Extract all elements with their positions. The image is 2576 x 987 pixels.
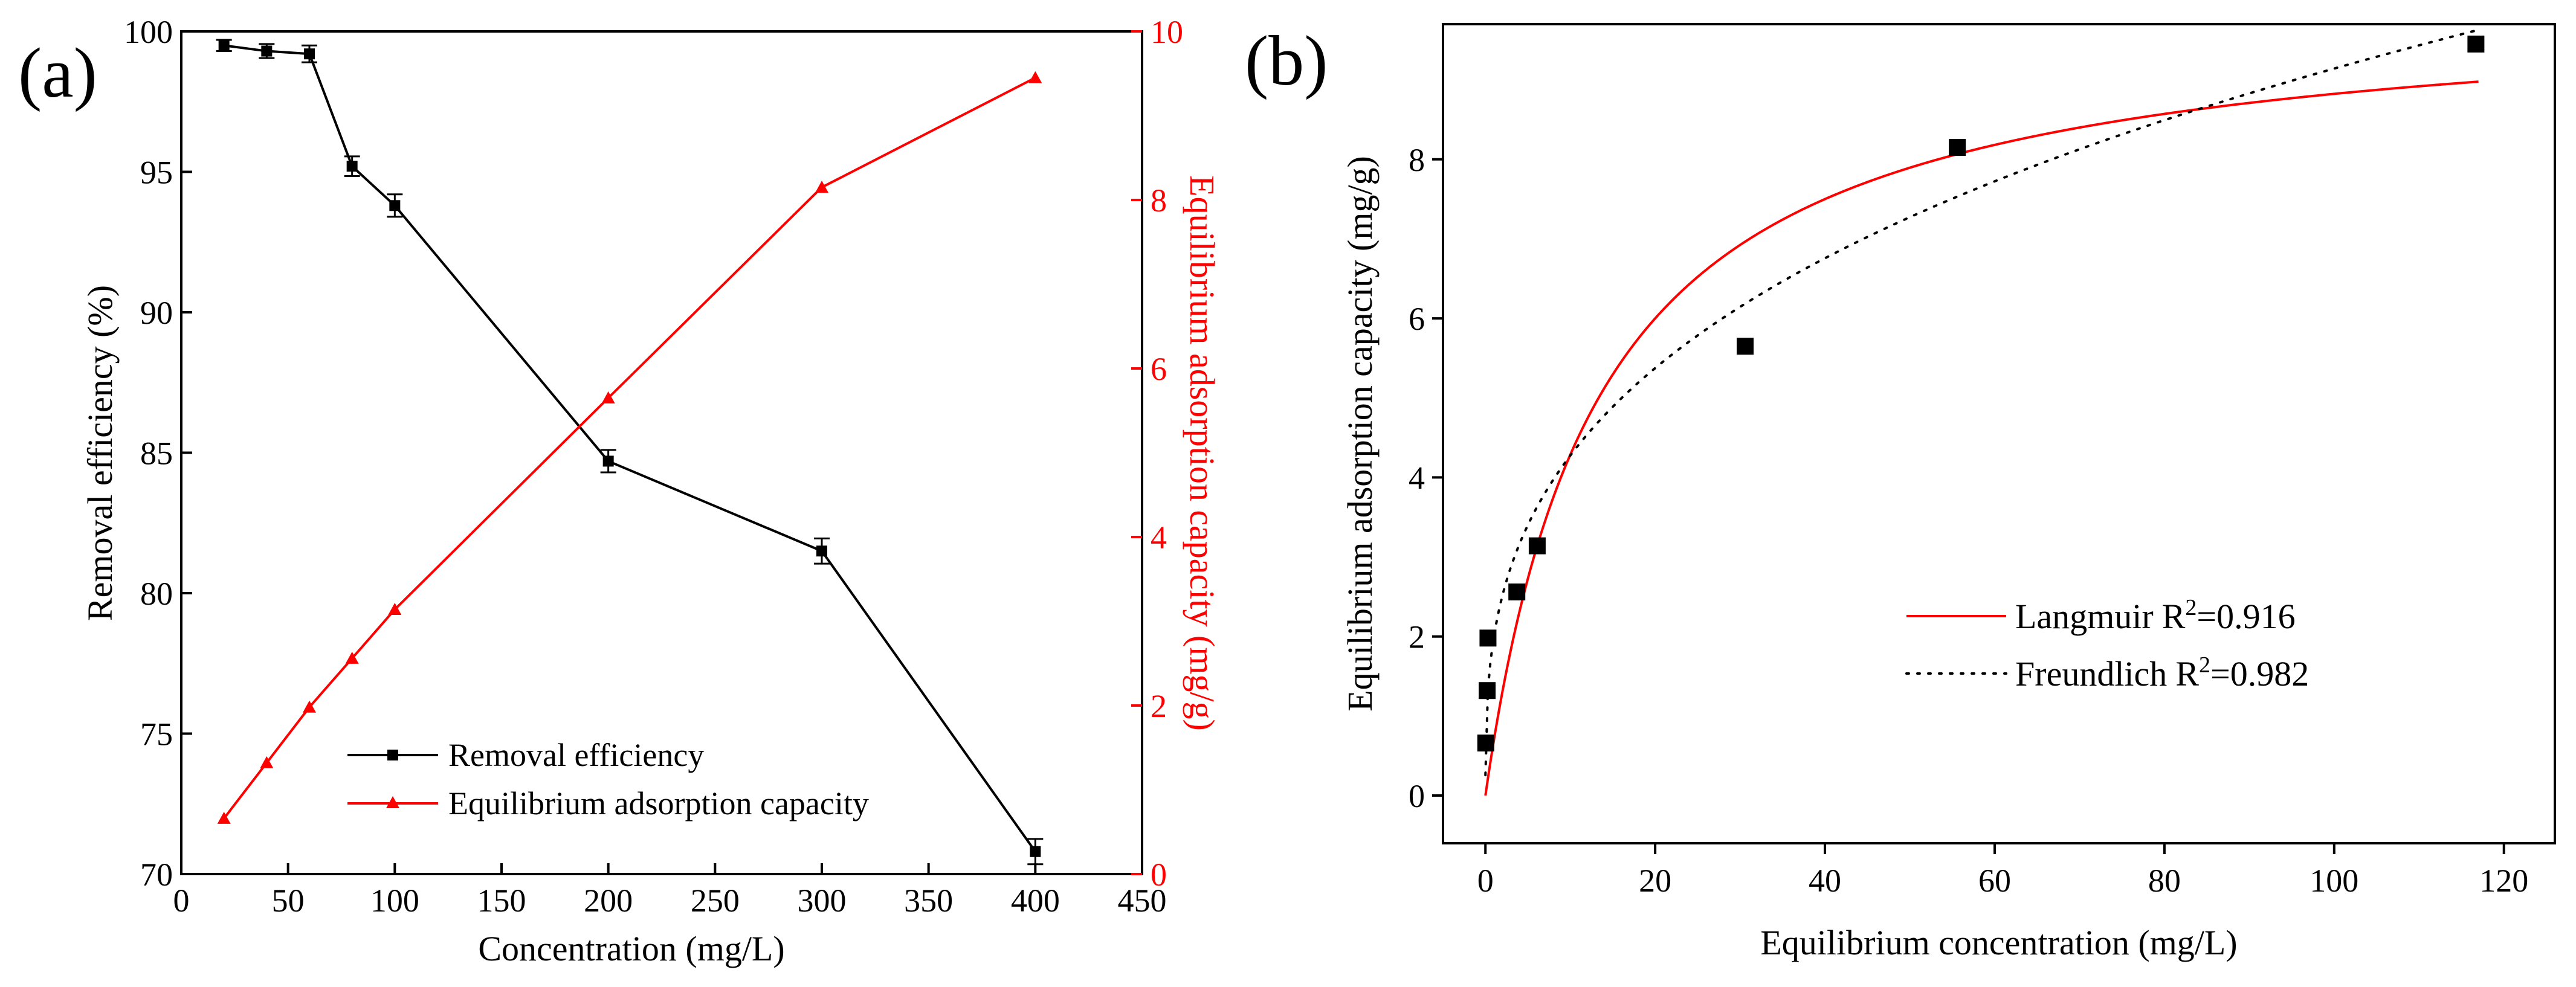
chart-a: 0 50 100 150 200 250 300 350 400 450 707580859095… (80, 14, 1222, 968)
freundlich-fit-curve (1484, 28, 2480, 777)
a-ytick-right-label: 4 (1151, 519, 1167, 556)
isotherm-point (1479, 629, 1497, 647)
chart-b-ylabel: Equilibrium adsorption capacity (mg/g) (1340, 156, 1380, 712)
legend-freundlich-sup: 2 (2199, 652, 2210, 678)
adsorption-capacity-point (1028, 71, 1042, 83)
adsorption-capacity-point (345, 651, 359, 664)
removal-efficiency-point (1030, 846, 1041, 857)
removal-efficiency-point (304, 48, 315, 60)
a-xtick-label: 50 (272, 883, 305, 919)
isotherm-point (1479, 682, 1496, 699)
chart-b: 0 20 40 60 80 100 120 0 2 4 6 8 Equilibrium concen… (1340, 23, 2556, 962)
b-xtick-label: 40 (1809, 863, 1841, 899)
chart-a-ylabel-left: Removal efficiency (%) (80, 285, 120, 621)
adsorption-capacity-point (260, 756, 274, 768)
a-ytick-left-label: 80 (140, 576, 173, 612)
adsorption-capacity-point (217, 811, 231, 824)
isotherm-point (1508, 583, 1526, 600)
removal-efficiency-line (224, 44, 1036, 852)
removal-efficiency-point (816, 545, 827, 557)
legend-removal-marker (387, 750, 398, 760)
a-xtick-label: 100 (370, 883, 419, 919)
isotherm-point (2467, 35, 2485, 53)
b-xtick-label: 0 (1477, 863, 1494, 899)
isotherm-point (1528, 537, 1546, 555)
panel-label-b: (b) (1245, 21, 1328, 100)
adsorption-capacity-point (601, 391, 615, 403)
removal-efficiency-point (346, 161, 358, 172)
chart-b-xlabel: Equilibrium concentration (mg/L) (1760, 923, 2237, 962)
a-xtick-label: 0 (173, 883, 190, 919)
a-ytick-right-label: 10 (1151, 14, 1183, 50)
a-xtick-label: 150 (477, 883, 526, 919)
adsorption-capacity-point (388, 602, 402, 615)
a-xtick-label: 200 (584, 883, 633, 919)
legend-langmuir-label: Langmuir R2=0.916 (2015, 595, 2296, 636)
b-xtick-label: 120 (2479, 863, 2528, 899)
adsorption-capacity-point (303, 700, 316, 713)
a-xtick-label: 450 (1118, 883, 1167, 919)
chart-b-frame (1442, 23, 2556, 844)
removal-efficiency-point (218, 40, 230, 51)
a-ytick-right-label: 0 (1151, 857, 1167, 893)
langmuir-fit-curve (1484, 80, 2479, 796)
chart-a-legend: Removal efficiency Equilibrium adsorptio… (347, 737, 869, 821)
a-ytick-left-label: 75 (140, 716, 173, 753)
legend-freundlich-label: Freundlich R2=0.982 (2015, 652, 2309, 693)
legend-langmuir-name: Langmuir (2015, 597, 2154, 636)
a-xtick-label: 400 (1011, 883, 1060, 919)
adsorption-capacity-line (223, 76, 1036, 820)
a-ytick-left-label: 90 (140, 295, 173, 331)
b-ytick-label: 8 (1409, 142, 1425, 178)
a-ytick-right-label: 8 (1151, 182, 1167, 219)
removal-efficiency-point (261, 45, 273, 57)
b-xtick-label: 60 (1978, 863, 2011, 899)
a-xtick-label: 300 (798, 883, 847, 919)
chart-b-legend: Langmuir R2=0.916 Freundlich R2=0.982 (1905, 595, 2309, 693)
legend-langmuir-r: R (2162, 597, 2186, 636)
b-ytick-label: 2 (1409, 619, 1425, 655)
a-ytick-right-label: 2 (1151, 688, 1167, 724)
legend-langmuir-r2: =0.916 (2197, 597, 2295, 636)
legend-removal-label: Removal efficiency (448, 737, 704, 773)
chart-a-ylabel-right: Equilibrium adsorption capacity (mg/g) (1183, 175, 1222, 731)
legend-capacity-label: Equilibrium adsorption capacity (448, 785, 869, 821)
panel-label-a: (a) (18, 33, 97, 112)
b-ytick-label: 0 (1409, 778, 1425, 814)
a-ytick-left-label: 85 (140, 436, 173, 472)
b-ytick-label: 6 (1409, 301, 1425, 337)
b-xtick-label: 100 (2310, 863, 2358, 899)
removal-efficiency-point (389, 200, 401, 211)
legend-freundlich-name: Freundlich (2015, 654, 2167, 693)
removal-efficiency-point (602, 455, 614, 467)
legend-freundlich-r: R (2175, 654, 2199, 693)
isotherm-point (1477, 735, 1494, 752)
a-ytick-left-label: 100 (124, 14, 173, 50)
chart-a-xlabel: Concentration (mg/L) (478, 929, 784, 968)
b-ytick-label: 4 (1409, 460, 1425, 496)
adsorption-capacity-point (815, 181, 828, 193)
b-xtick-label: 20 (1639, 863, 1671, 899)
a-xtick-label: 350 (904, 883, 953, 919)
a-ytick-left-label: 70 (140, 857, 173, 893)
b-xtick-label: 80 (2148, 863, 2181, 899)
a-ytick-left-label: 95 (140, 155, 173, 191)
a-ytick-right-label: 6 (1151, 351, 1167, 387)
legend-freundlich-r2: =0.982 (2210, 654, 2309, 693)
legend-langmuir-sup: 2 (2185, 595, 2197, 620)
isotherm-point (1949, 139, 1966, 156)
isotherm-point (1737, 338, 1754, 355)
legend-capacity-marker (386, 796, 399, 808)
a-xtick-label: 250 (691, 883, 740, 919)
